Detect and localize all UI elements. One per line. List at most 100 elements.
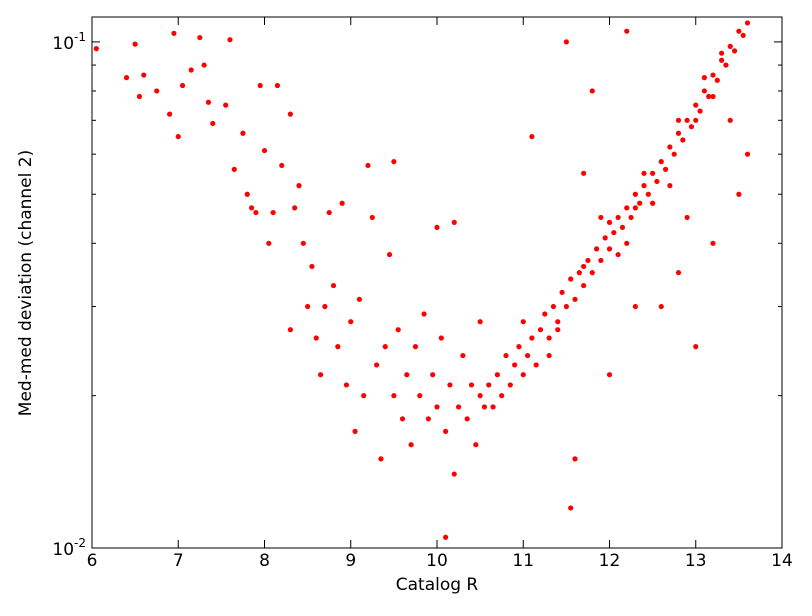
- point: [581, 263, 587, 270]
- point: [175, 133, 181, 140]
- point: [662, 166, 669, 172]
- point: [546, 335, 552, 341]
- y-axis-label: Med-med deviation (channel 2): [16, 150, 36, 416]
- point: [473, 442, 479, 448]
- point: [706, 93, 712, 100]
- point: [529, 335, 535, 341]
- point: [736, 191, 742, 197]
- point: [274, 82, 281, 89]
- point: [296, 183, 302, 189]
- point: [356, 296, 362, 302]
- point: [719, 50, 725, 56]
- point: [572, 296, 578, 302]
- point: [404, 372, 410, 378]
- point: [555, 319, 561, 325]
- point: [684, 117, 690, 123]
- point: [227, 37, 233, 43]
- point: [339, 200, 345, 206]
- point: [443, 534, 449, 540]
- point: [701, 75, 707, 81]
- point: [507, 382, 513, 388]
- point: [477, 319, 483, 325]
- point: [123, 75, 130, 81]
- point: [223, 102, 229, 108]
- point: [477, 393, 483, 399]
- y-tick-exponent: -1: [74, 30, 86, 44]
- point: [744, 20, 751, 26]
- x-tick-label: 6: [87, 551, 98, 571]
- point: [568, 276, 574, 282]
- point: [434, 224, 440, 231]
- x-tick-label: 14: [771, 551, 793, 571]
- point: [529, 133, 535, 140]
- point: [313, 335, 319, 341]
- point: [361, 393, 367, 399]
- point: [326, 209, 332, 216]
- point: [421, 311, 427, 317]
- point: [197, 34, 203, 41]
- point: [261, 147, 268, 154]
- point: [593, 246, 600, 252]
- point: [352, 428, 358, 434]
- point: [464, 416, 470, 422]
- point: [710, 240, 716, 246]
- point: [430, 372, 436, 378]
- point: [369, 214, 375, 221]
- point: [740, 32, 746, 39]
- point: [330, 282, 337, 289]
- point: [503, 352, 509, 359]
- point: [611, 229, 617, 236]
- point: [615, 214, 621, 221]
- point: [585, 257, 591, 264]
- y-tick-label: 10-2: [52, 536, 86, 560]
- point: [658, 159, 664, 165]
- point: [136, 93, 143, 100]
- point: [253, 209, 259, 216]
- point: [619, 224, 626, 231]
- point: [563, 39, 569, 45]
- point: [606, 219, 613, 225]
- point: [455, 404, 462, 410]
- point: [322, 303, 328, 310]
- point: [537, 327, 544, 333]
- y-tick-label: 10-1: [52, 30, 86, 54]
- point: [671, 151, 677, 157]
- point: [723, 62, 729, 68]
- point: [719, 57, 725, 63]
- x-tick-label: 10: [426, 551, 448, 571]
- point: [693, 117, 699, 123]
- point: [710, 93, 716, 100]
- point: [490, 404, 496, 410]
- point: [632, 191, 638, 197]
- point: [481, 404, 488, 410]
- point: [287, 327, 293, 333]
- point: [93, 46, 99, 52]
- point: [714, 77, 720, 83]
- point: [624, 240, 630, 246]
- point: [438, 335, 444, 341]
- point: [434, 404, 440, 410]
- point: [365, 162, 371, 169]
- point: [468, 382, 475, 388]
- point: [317, 372, 324, 378]
- point: [628, 214, 634, 221]
- point: [568, 505, 574, 511]
- point: [632, 205, 638, 211]
- x-tick-label: 13: [685, 551, 707, 571]
- point: [205, 99, 212, 105]
- point: [141, 72, 147, 78]
- point: [701, 88, 707, 94]
- y-tick-exponent: -2: [74, 536, 86, 550]
- x-axis-label: Catalog R: [396, 575, 479, 595]
- point: [589, 88, 595, 94]
- point: [680, 137, 686, 143]
- point: [266, 240, 272, 246]
- point: [378, 456, 384, 462]
- point: [675, 130, 682, 136]
- point: [512, 362, 518, 368]
- point: [188, 67, 194, 73]
- point: [494, 372, 500, 378]
- point: [697, 108, 703, 114]
- point: [645, 191, 651, 197]
